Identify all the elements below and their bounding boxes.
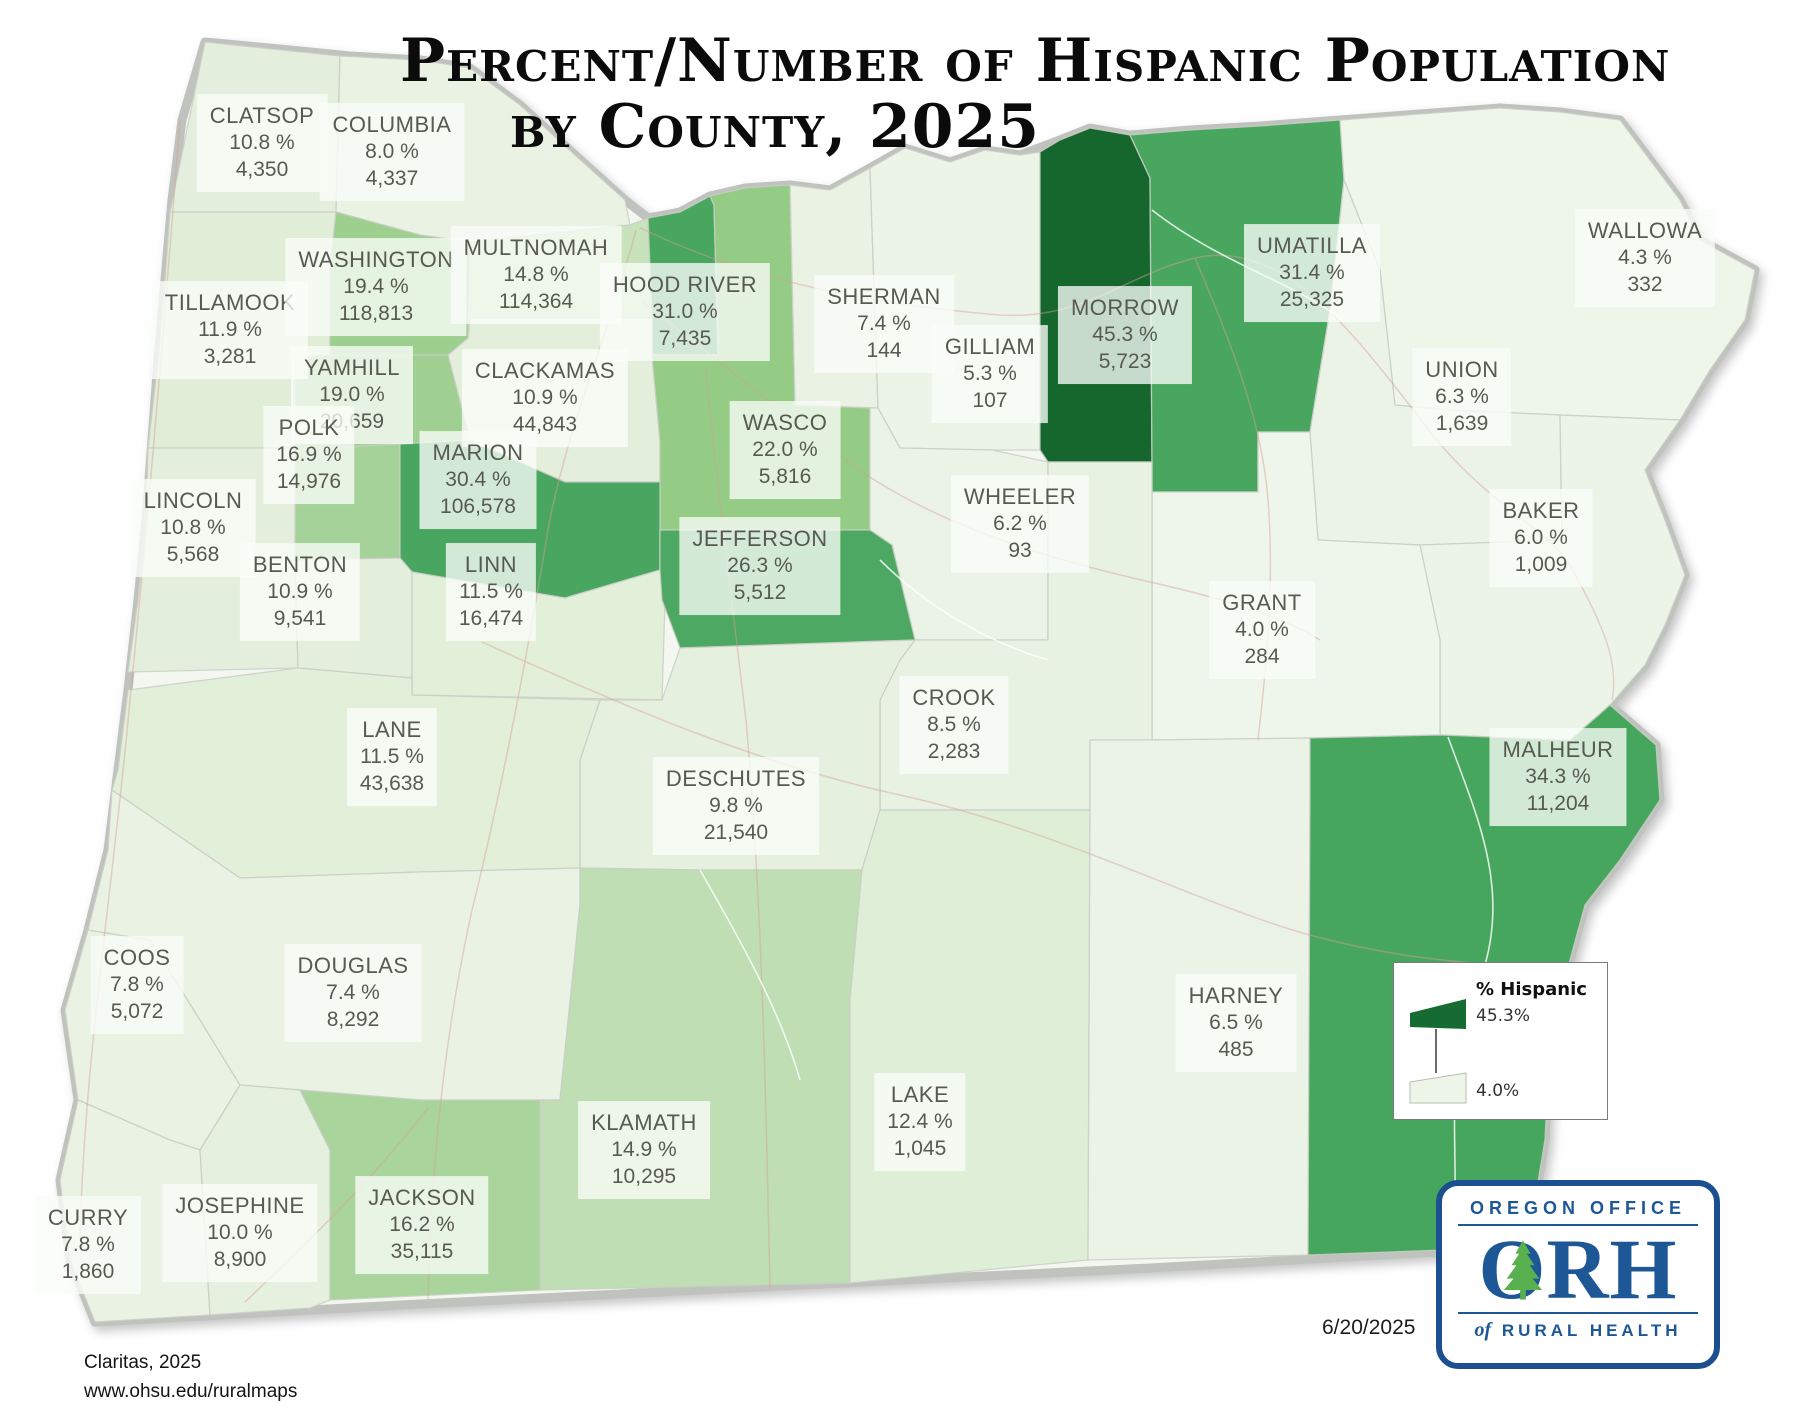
legend-swatch-max [1410, 999, 1466, 1029]
county-shape-jackson [299, 1089, 541, 1301]
county-shape-harney [1087, 737, 1311, 1261]
legend-box: % Hispanic 45.3% 4.0% [1393, 962, 1608, 1120]
source-line: Claritas, 2025 [84, 1352, 202, 1373]
legend-min-label: 4.0% [1476, 1081, 1519, 1101]
title-line-2: by County, 2025 [510, 92, 1040, 162]
county-shape-hood_river [647, 195, 719, 356]
logo-rural-health: of RURAL HEALTH [1458, 1312, 1698, 1342]
county-shape-yamhill [294, 354, 471, 451]
page-title: Percent/Number of Hispanic Population by… [400, 28, 1670, 160]
url-line: www.ohsu.edu/ruralmaps [84, 1381, 298, 1402]
county-shape-sherman [789, 167, 879, 409]
county-shape-josephine [199, 1084, 331, 1316]
legend-graphic: % Hispanic 45.3% 4.0% [1409, 979, 1587, 1104]
county-shape-jefferson [659, 529, 916, 649]
logo-of: of [1474, 1319, 1492, 1341]
river-line [879, 559, 1049, 661]
county-shape-morrow [1039, 127, 1153, 463]
river-line [699, 869, 801, 1081]
county-shape-gilliam [869, 147, 1041, 451]
highway-line [481, 641, 1529, 969]
logo-rural-health-text: RURAL HEALTH [1501, 1321, 1682, 1340]
logo-acronym-row: ORH [1458, 1226, 1698, 1312]
county-shapes [59, 41, 1756, 1323]
highway-line [1194, 257, 1272, 741]
county-shape-lake [849, 809, 1091, 1284]
legend-swatch-min [1409, 1072, 1467, 1104]
legend-max-label: 45.3% [1476, 1006, 1530, 1026]
county-shape-lincoln [127, 447, 299, 673]
logo-acronym: ORH [1478, 1221, 1678, 1317]
orh-logo: OREGON OFFICE ORH of RURAL HEALTH [1436, 1180, 1720, 1369]
source-credits: Claritas, 2025 www.ohsu.edu/ruralmaps [84, 1348, 297, 1402]
county-shape-benton [294, 557, 413, 679]
county-shape-polk [294, 443, 401, 561]
map-date: 6/20/2025 [1322, 1316, 1416, 1339]
highway-line [705, 367, 771, 1289]
county-shape-klamath [539, 867, 863, 1291]
title-line-1: Percent/Number of Hispanic Population [400, 26, 1671, 96]
legend-title: % Hispanic [1476, 979, 1587, 1000]
logo-oregon-office: OREGON OFFICE [1458, 1198, 1698, 1226]
